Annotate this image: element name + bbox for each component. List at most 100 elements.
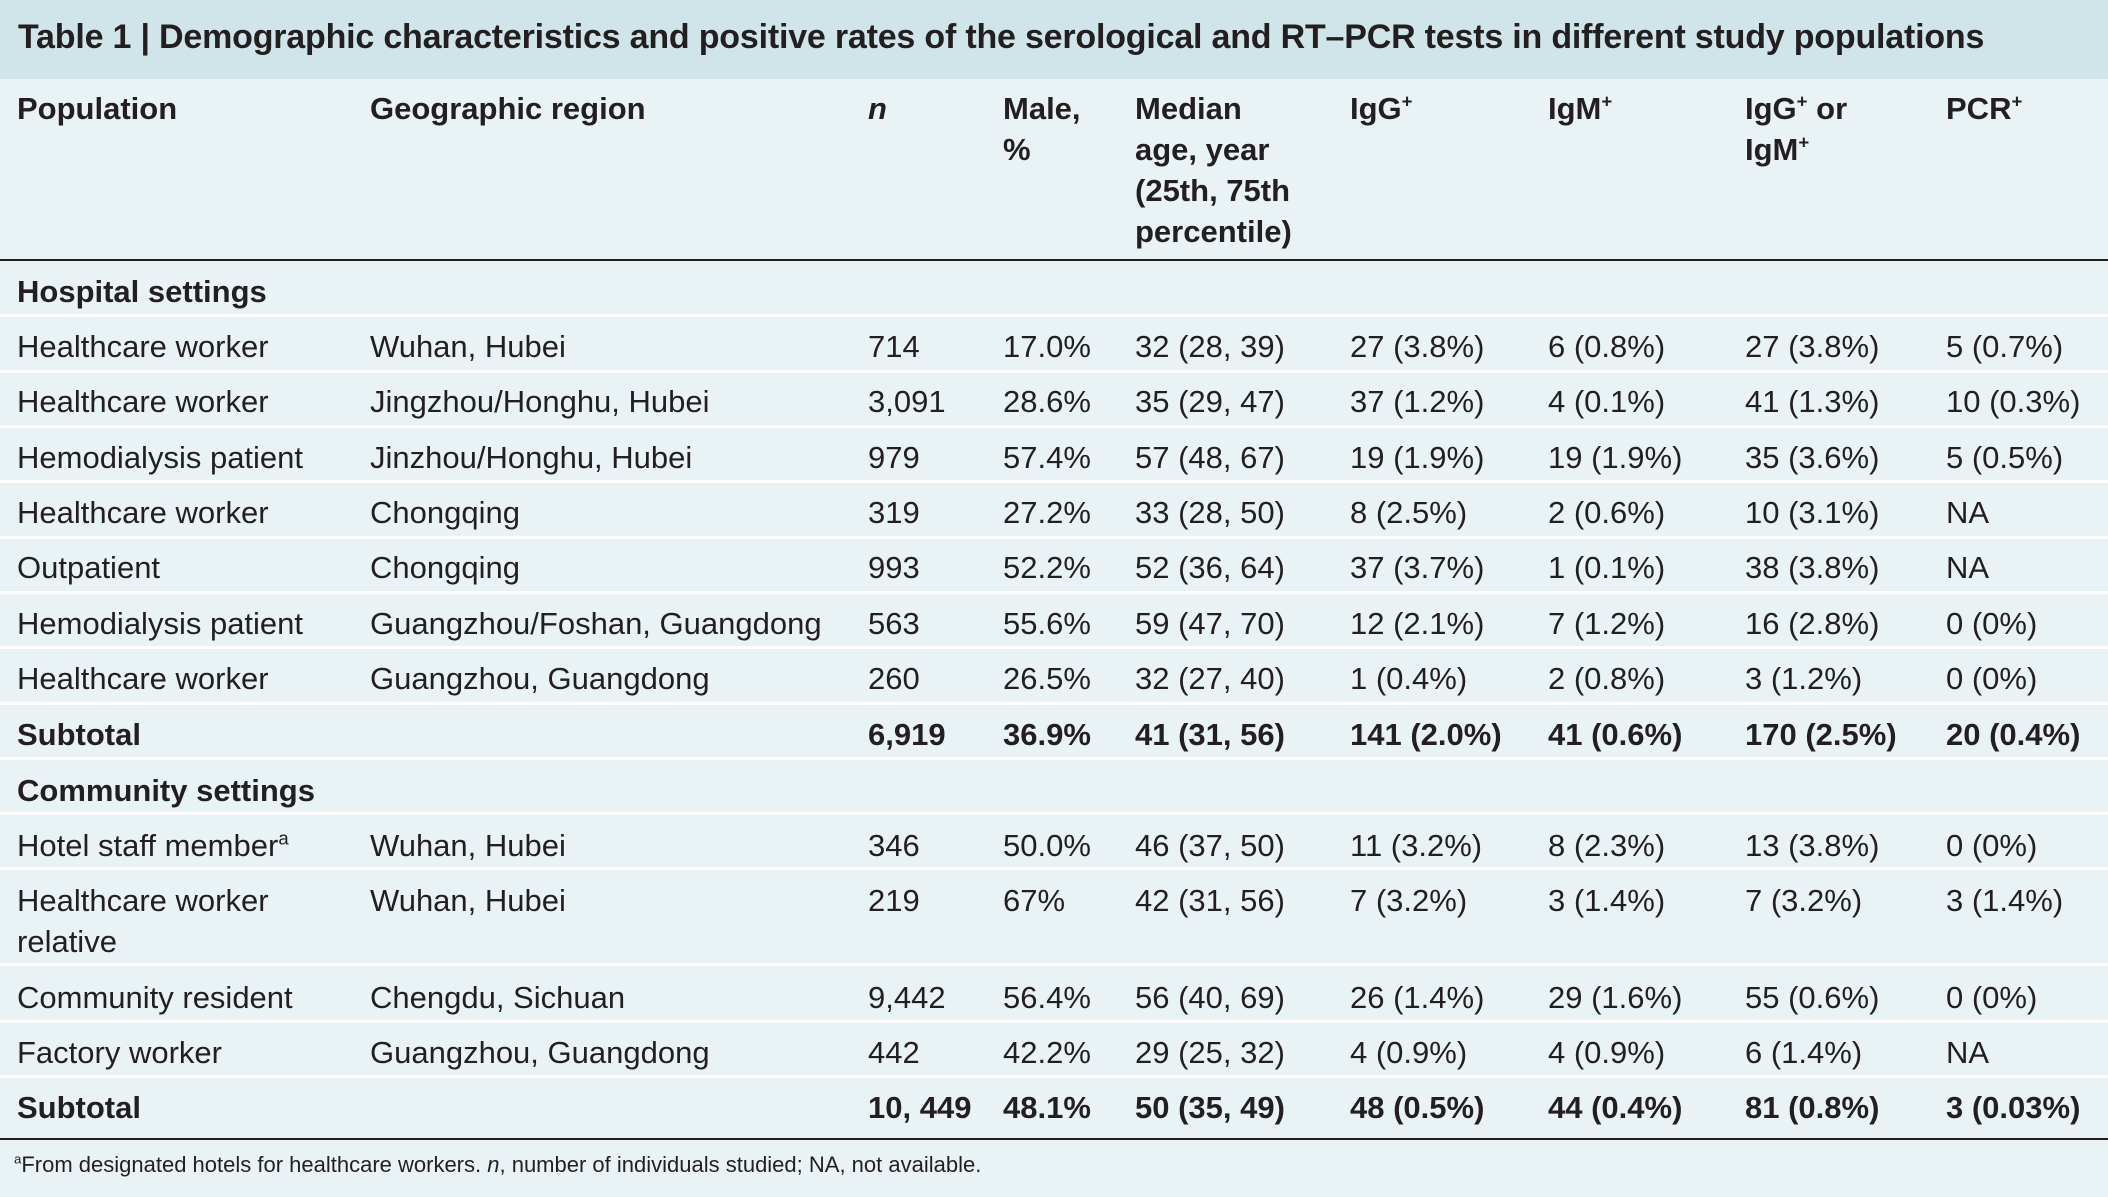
table-cell: 7 (3.2%) xyxy=(1745,883,1863,918)
subtotal-cell: 48.1% xyxy=(1003,1090,1091,1125)
row-separator xyxy=(0,1075,2108,1078)
table-cell: Wuhan, Hubei xyxy=(370,828,566,863)
table-cell: 32 (27, 40) xyxy=(1135,661,1285,696)
subtotal-cell: 50 (35, 49) xyxy=(1135,1090,1285,1125)
table-cell: 57.4% xyxy=(1003,440,1091,475)
table-cell: Healthcare worker xyxy=(17,329,269,364)
header-male: Male, % xyxy=(1003,91,1081,167)
table-cell: 26 (1.4%) xyxy=(1350,980,1485,1015)
table-cell: Hemodialysis patient xyxy=(17,440,304,475)
table-cell: 993 xyxy=(868,550,920,585)
table-cell: 57 (48, 67) xyxy=(1135,440,1285,475)
row-separator xyxy=(0,314,2108,317)
row-separator xyxy=(0,536,2108,539)
table-cell: Guangzhou, Guangdong xyxy=(370,1035,710,1070)
header-rule xyxy=(0,259,2108,261)
table-cell: 27.2% xyxy=(1003,495,1091,530)
table-cell: 979 xyxy=(868,440,920,475)
row-separator xyxy=(0,425,2108,428)
table-cell: Chengdu, Sichuan xyxy=(370,980,626,1015)
row-separator xyxy=(0,1020,2108,1023)
table-cell: 219 xyxy=(868,883,920,918)
table-cell: 7 (3.2%) xyxy=(1350,883,1468,918)
table-cell: 3,091 xyxy=(868,384,946,419)
table-cell: 32 (28, 39) xyxy=(1135,329,1285,364)
subtotal-cell: 41 (0.6%) xyxy=(1548,717,1683,752)
table-cell: Healthcare worker relative xyxy=(17,880,269,962)
table-cell: Community resident xyxy=(17,980,293,1015)
table-cell: 41 (1.3%) xyxy=(1745,384,1880,419)
subtotal-cell: Subtotal xyxy=(17,1090,141,1125)
table-cell: 42 (31, 56) xyxy=(1135,883,1285,918)
table-cell: 12 (2.1%) xyxy=(1350,606,1485,641)
header-igm: IgM+ xyxy=(1548,90,1613,126)
subtotal-cell: Subtotal xyxy=(17,717,141,752)
table-cell: 0 (0%) xyxy=(1946,980,2038,1015)
table-cell: 19 (1.9%) xyxy=(1350,440,1485,475)
table-cell: 50.0% xyxy=(1003,828,1091,863)
table-cell: 17.0% xyxy=(1003,329,1091,364)
table-cell: Jingzhou/Honghu, Hubei xyxy=(370,384,710,419)
table-cell: 55.6% xyxy=(1003,606,1091,641)
table-cell: 27 (3.8%) xyxy=(1745,329,1880,364)
table-cell: 4 (0.9%) xyxy=(1350,1035,1468,1070)
table-cell: 10 (3.1%) xyxy=(1745,495,1880,530)
footnote: aFrom designated hotels for healthcare w… xyxy=(14,1151,982,1177)
table-cell: 1 (0.1%) xyxy=(1548,550,1666,585)
table-cell: Factory worker xyxy=(17,1035,222,1070)
table-cell: Healthcare worker xyxy=(17,661,269,696)
table-cell: Chongqing xyxy=(370,550,520,585)
table-cell: 28.6% xyxy=(1003,384,1091,419)
table-cell: 37 (3.7%) xyxy=(1350,550,1485,585)
table-cell: 8 (2.3%) xyxy=(1548,828,1666,863)
table-cell: Jinzhou/Honghu, Hubei xyxy=(370,440,693,475)
section-label: Community settings xyxy=(17,773,315,808)
header-pcr: PCR+ xyxy=(1946,90,2023,126)
table-cell: NA xyxy=(1946,1035,1990,1070)
table-cell: 35 (29, 47) xyxy=(1135,384,1285,419)
table-cell: 67% xyxy=(1003,883,1066,918)
subtotal-cell: 48 (0.5%) xyxy=(1350,1090,1485,1125)
table-cell: 563 xyxy=(868,606,920,641)
table-cell: Healthcare worker xyxy=(17,384,269,419)
table-cell: 4 (0.9%) xyxy=(1548,1035,1666,1070)
subtotal-cell: 141 (2.0%) xyxy=(1350,717,1502,752)
table-cell: 346 xyxy=(868,828,920,863)
table-cell: 0 (0%) xyxy=(1946,606,2038,641)
header-igg: IgG+ xyxy=(1350,90,1413,126)
table-cell: Wuhan, Hubei xyxy=(370,329,566,364)
table-cell: Outpatient xyxy=(17,550,161,585)
row-separator xyxy=(0,480,2108,483)
bottom-rule xyxy=(0,1138,2108,1140)
table-cell: 37 (1.2%) xyxy=(1350,384,1485,419)
table-cell: 10 (0.3%) xyxy=(1946,384,2081,419)
section-label: Hospital settings xyxy=(17,274,267,309)
table-cell: 56 (40, 69) xyxy=(1135,980,1285,1015)
table-cell: 4 (0.1%) xyxy=(1548,384,1666,419)
table-cell: 5 (0.7%) xyxy=(1946,329,2064,364)
table-cell: 19 (1.9%) xyxy=(1548,440,1683,475)
row-separator xyxy=(0,812,2108,815)
table-cell: 42.2% xyxy=(1003,1035,1091,1070)
table-cell: NA xyxy=(1946,550,1990,585)
table-cell: 8 (2.5%) xyxy=(1350,495,1468,530)
cell-continuation: relative xyxy=(17,924,117,959)
table-cell: 13 (3.8%) xyxy=(1745,828,1880,863)
table-cell: 55 (0.6%) xyxy=(1745,980,1880,1015)
table-cell: 0 (0%) xyxy=(1946,661,2038,696)
table-cell: 2 (0.6%) xyxy=(1548,495,1666,530)
table-cell: 33 (28, 50) xyxy=(1135,495,1285,530)
header-n: n xyxy=(868,91,887,126)
footnote-marker: a xyxy=(278,827,289,849)
row-separator xyxy=(0,646,2108,649)
table-cell: 6 (0.8%) xyxy=(1548,329,1666,364)
table-cell: 38 (3.8%) xyxy=(1745,550,1880,585)
table-cell: 11 (3.2%) xyxy=(1350,828,1483,863)
subtotal-cell: 10, 449 xyxy=(868,1090,972,1125)
header-population: Population xyxy=(17,91,178,126)
table-cell: Chongqing xyxy=(370,495,520,530)
row-separator xyxy=(0,963,2108,966)
table-title: Table 1 | Demographic characteristics an… xyxy=(18,18,1985,56)
row-separator xyxy=(0,867,2108,870)
